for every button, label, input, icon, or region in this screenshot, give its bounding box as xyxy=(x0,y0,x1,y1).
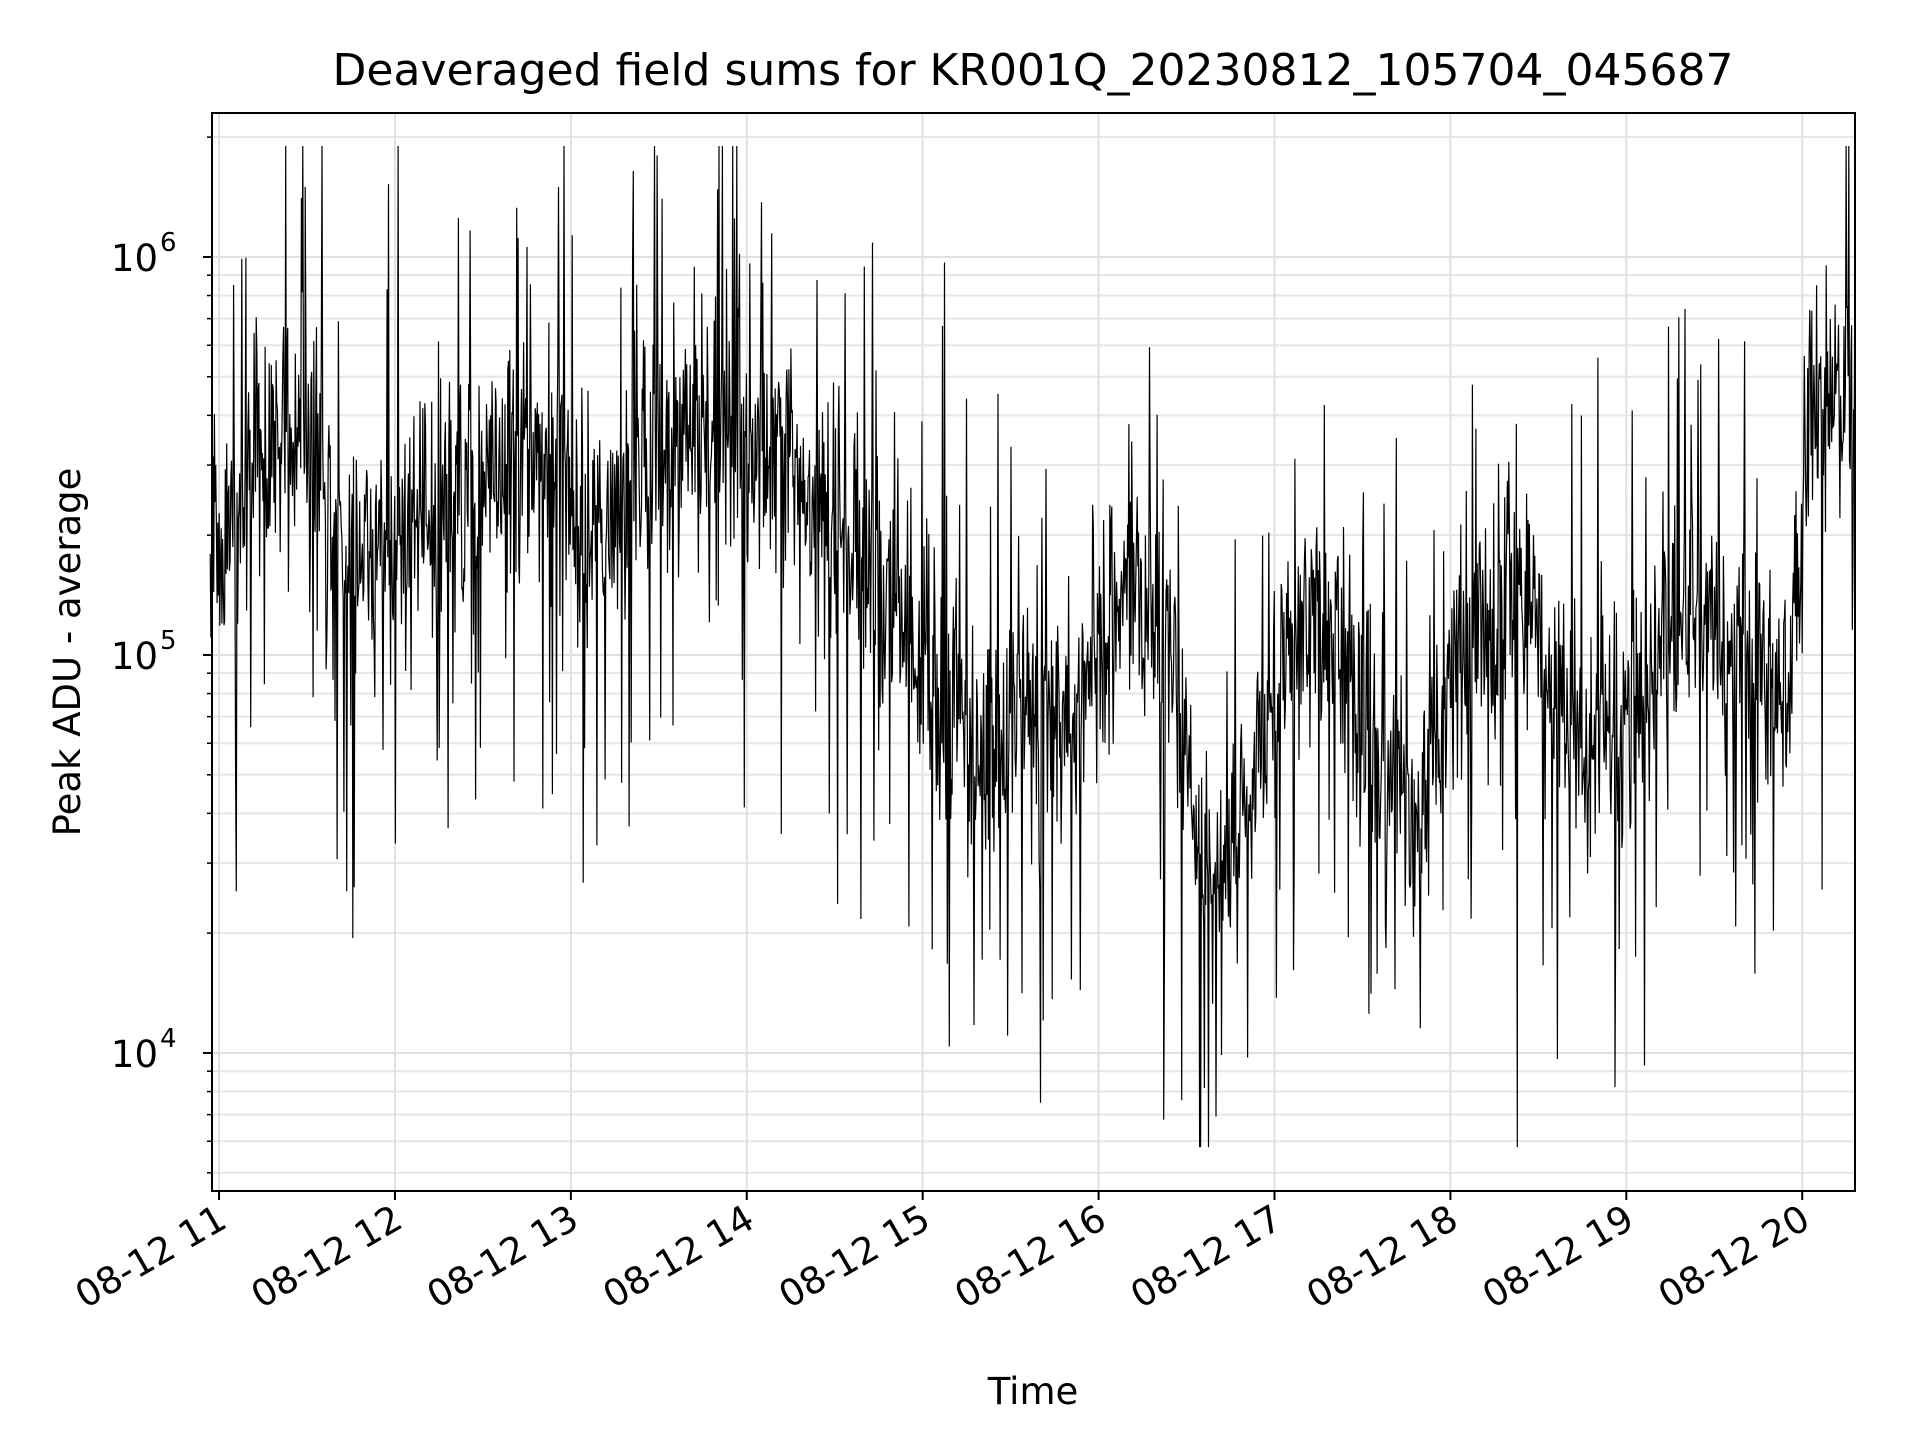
y-tick-label-exponent: 5 xyxy=(160,626,177,656)
y-tick-label-base: 10 xyxy=(111,635,158,678)
series-line xyxy=(209,145,1856,1148)
y-tick-label: 10 4 xyxy=(111,1024,177,1076)
chart-title: Deaveraged field sums for KR001Q_2023081… xyxy=(333,45,1734,96)
y-tick-label-base: 10 xyxy=(111,237,158,280)
axes-frame xyxy=(211,112,1856,1192)
y-axis-label: Peak ADU - average xyxy=(46,468,89,837)
y-tick-label: 10 6 xyxy=(111,228,177,280)
y-tick-label-exponent: 6 xyxy=(160,228,177,258)
series-layer xyxy=(209,145,1856,1148)
y-tick-label: 10 5 xyxy=(111,626,177,678)
y-tick-label-base: 10 xyxy=(111,1033,158,1076)
x-axis-label: Time xyxy=(987,1370,1079,1413)
y-tick-label-exponent: 4 xyxy=(160,1024,177,1054)
